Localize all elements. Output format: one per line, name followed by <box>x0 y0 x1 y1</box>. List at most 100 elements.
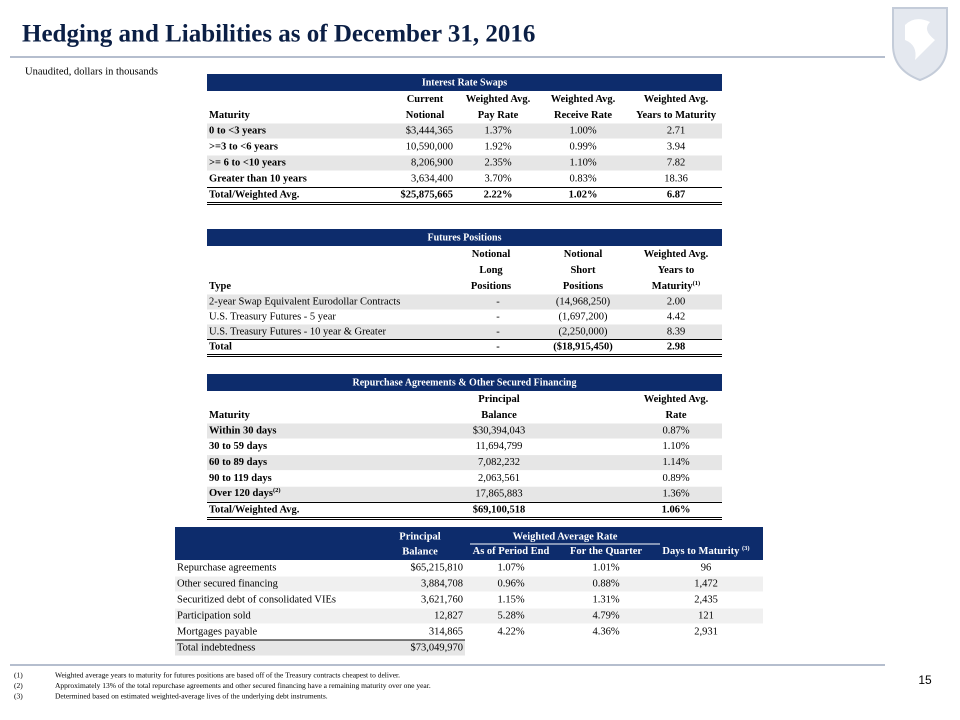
column-header: Type <box>209 281 231 292</box>
table-cell: 1.00% <box>569 125 596 136</box>
column-header: Rate <box>666 410 687 421</box>
table-cell: 4.22% <box>497 626 524 637</box>
column-header: Years to Maturity <box>636 110 717 121</box>
table-cell: >= 6 to <10 years <box>209 157 286 168</box>
table-cell: 0 to <3 years <box>209 125 266 136</box>
table-cell: 2,063,561 <box>478 473 520 484</box>
table-cell: 5.28% <box>497 610 524 621</box>
total-cell: Total indebtedness <box>177 642 255 653</box>
table-cell: 2-year Swap Equivalent Eurodollar Contra… <box>209 296 400 307</box>
column-header: Weighted Avg. <box>644 94 709 105</box>
column-header-text: Pay Rate <box>478 110 519 121</box>
column-header: Current <box>407 94 444 105</box>
table-cell: 10,590,000 <box>406 141 453 152</box>
title: Hedging and Liabilities as of December 3… <box>22 21 535 48</box>
table-cell: - <box>496 326 500 337</box>
column-header-text: As of Period End <box>473 546 550 557</box>
column-header: Notional <box>564 249 603 260</box>
table-cell: 121 <box>698 610 714 621</box>
column-header: Notional <box>406 110 445 121</box>
subtitle: Unaudited, dollars in thousands <box>25 66 158 77</box>
column-header-text: Weighted Avg. <box>644 394 709 405</box>
column-header: Principal <box>399 531 440 542</box>
table-cell: 8.39 <box>667 326 685 337</box>
table-cell: 3,621,760 <box>421 594 463 605</box>
table-cell: 30 to 59 days <box>209 441 267 452</box>
row-shade <box>207 123 722 139</box>
table-cell: Within 30 days <box>209 425 277 436</box>
table-title: Repurchase Agreements & Other Secured Fi… <box>353 377 577 388</box>
table-cell: Securitized debt of consolidated VIEs <box>177 594 336 605</box>
column-header: Balance <box>481 410 517 421</box>
total-shade <box>175 640 465 656</box>
table-cell: >=3 to <6 years <box>209 141 278 152</box>
column-header-text: Short <box>570 265 596 276</box>
table-cell: 1.31% <box>592 594 619 605</box>
table-title-bar <box>207 229 722 246</box>
column-header-text: Notional <box>564 249 603 260</box>
column-header: Notional <box>472 249 511 260</box>
column-header-text: Days to Maturity <box>662 546 742 557</box>
table-cell: 1.07% <box>497 562 524 573</box>
total-cell: 6.87 <box>667 189 685 200</box>
footnote-marker: (1) <box>14 671 23 680</box>
total-cell: Total/Weighted Avg. <box>209 189 300 200</box>
column-header: For the Quarter <box>570 546 642 557</box>
row-shade <box>207 324 722 340</box>
row-shade <box>207 486 722 502</box>
column-header: Principal <box>478 394 519 405</box>
table-header-bar <box>175 527 763 560</box>
table-cell: 1.10% <box>662 441 689 452</box>
table-cell: - <box>496 311 500 322</box>
table-cell: U.S. Treasury Futures - 10 year & Greate… <box>209 326 387 337</box>
footnote-text: Approximately 13% of the total repurchas… <box>55 681 431 690</box>
logo-emblem <box>905 19 935 61</box>
column-header: Short <box>570 265 596 276</box>
table-cell: 4.79% <box>592 610 619 621</box>
table-cell: 1.37% <box>484 125 511 136</box>
total-cell: $25,875,665 <box>401 189 454 200</box>
table-cell: 1.15% <box>497 594 524 605</box>
column-header-text: Weighted Avg. <box>466 94 531 105</box>
total-cell: Total/Weighted Avg. <box>209 504 300 515</box>
column-header-text: Weighted Avg. <box>644 249 709 260</box>
table-cell: 11,694,799 <box>476 441 523 452</box>
column-header: Balance <box>402 546 438 557</box>
column-header-text: Weighted Avg. <box>644 94 709 105</box>
column-header-text: Positions <box>471 281 511 292</box>
table-cell: Other secured financing <box>177 578 279 589</box>
total-cell: 1.02% <box>569 189 598 200</box>
table-cell: 1,472 <box>694 578 718 589</box>
table-cell: 0.96% <box>497 578 524 589</box>
table-cell: 3,884,708 <box>421 578 463 589</box>
column-header-text: Maturity <box>209 410 251 421</box>
column-header-text: For the Quarter <box>570 546 642 557</box>
table-cell: 96 <box>701 562 712 573</box>
column-header-text: Maturity <box>652 281 694 292</box>
total-cell: - <box>496 341 500 352</box>
footnote-marker: (2) <box>14 681 23 690</box>
total-cell: $69,100,518 <box>473 504 526 515</box>
table-cell: 2.71 <box>667 125 685 136</box>
table-cell: 0.83% <box>569 173 596 184</box>
column-header: Maturity(1) <box>652 280 700 292</box>
footnote-marker: (3) <box>14 692 23 701</box>
column-header: Weighted Avg. <box>551 94 616 105</box>
column-header: Positions <box>563 281 603 292</box>
table-title-bar <box>207 374 722 391</box>
column-header: Weighted Avg. <box>466 94 531 105</box>
column-header: Weighted Avg. <box>644 394 709 405</box>
total-cell: Total <box>209 341 232 352</box>
row-shade <box>207 294 722 310</box>
table-cell: Greater than 10 years <box>209 173 307 184</box>
column-header-text: Positions <box>563 281 603 292</box>
group-header: Weighted Average Rate <box>513 531 618 542</box>
table-cell: - <box>496 296 500 307</box>
table-cell: 2.35% <box>484 157 511 168</box>
table-cell: 0.89% <box>662 473 689 484</box>
table-cell: $3,444,365 <box>406 125 453 136</box>
column-header-text: Notional <box>472 249 511 260</box>
table-cell: 60 to 89 days <box>209 457 267 468</box>
column-header-text: Type <box>209 281 231 292</box>
column-header: Years to <box>658 265 694 276</box>
